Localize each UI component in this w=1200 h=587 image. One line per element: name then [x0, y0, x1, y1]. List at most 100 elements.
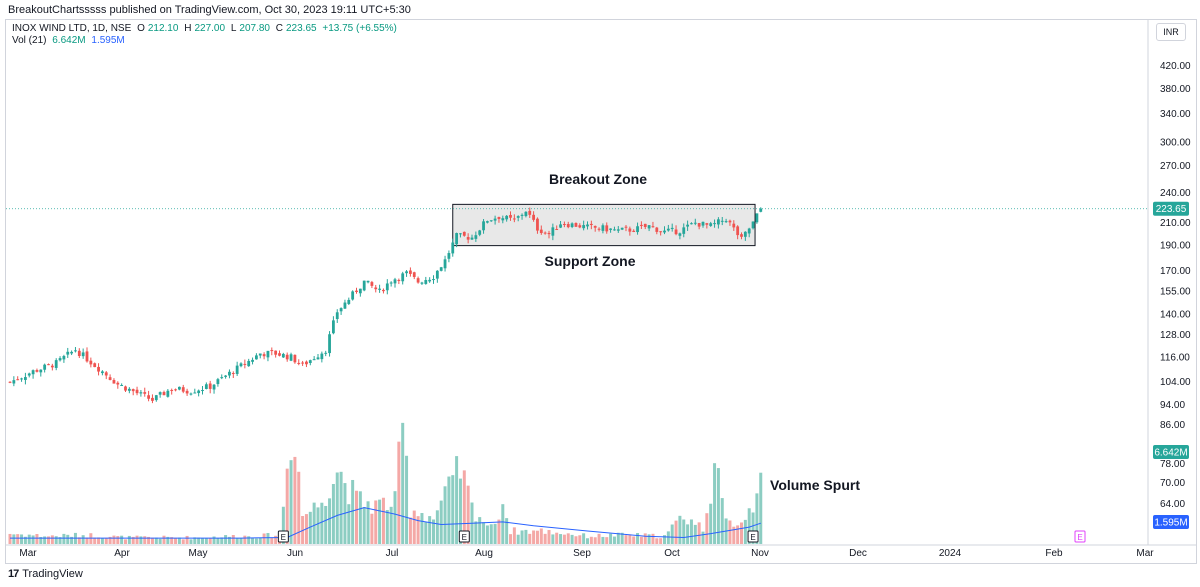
candle-body	[77, 350, 81, 357]
candle-body	[543, 232, 547, 234]
candle-body	[497, 217, 501, 220]
volume-bar	[58, 537, 62, 544]
volume-bar	[628, 534, 632, 544]
earnings-marker-label: E	[462, 533, 467, 542]
volume-bar	[339, 471, 343, 544]
candle-body	[89, 360, 93, 365]
volume-bar	[301, 516, 305, 544]
low-value: 207.80	[239, 23, 270, 34]
y-tick-label: 380.00	[1160, 84, 1191, 95]
candle-body	[412, 272, 416, 277]
candle-body	[616, 229, 620, 231]
candle-body	[405, 271, 408, 274]
volume-bar	[104, 537, 108, 544]
volume-bar	[435, 510, 439, 544]
candle-body	[524, 211, 528, 217]
candle-body	[243, 363, 247, 365]
volume-bar	[759, 472, 763, 544]
volume-bar	[539, 528, 543, 544]
symbol-legend[interactable]: INOX WIND LTD, 1D, NSE O 212.10 H 227.00 L…	[12, 23, 400, 34]
candle-body	[578, 225, 582, 228]
candle-body	[759, 208, 763, 212]
volume-bar	[547, 530, 551, 544]
volume-bar	[497, 519, 501, 544]
candle-body	[439, 267, 443, 271]
candle-body	[678, 233, 682, 236]
footer-brand[interactable]: 17 TradingView	[8, 568, 83, 580]
volume-bar	[208, 538, 212, 544]
candle-body	[659, 231, 663, 233]
y-tick-label: 270.00	[1160, 161, 1191, 172]
volume-bar	[378, 499, 382, 544]
volume-bar	[663, 535, 666, 544]
volume-bar	[493, 523, 497, 544]
volume-bar	[370, 513, 374, 544]
candle-body	[239, 363, 243, 367]
volume-bar	[674, 520, 678, 544]
volume-bar	[139, 536, 143, 544]
volume-bar	[281, 506, 285, 544]
candle-body	[620, 227, 624, 230]
candle-body	[120, 385, 124, 387]
candle-body	[297, 362, 301, 364]
candle-body	[636, 226, 639, 233]
candle-body	[570, 223, 574, 228]
candle-body	[131, 389, 135, 392]
volume-bar	[693, 524, 697, 544]
volume-bar	[701, 531, 705, 544]
candle-body	[189, 393, 193, 395]
volume-bar	[258, 537, 262, 544]
last-volume-badge-text: 6.642M	[1154, 448, 1187, 459]
volume-bar	[620, 532, 624, 544]
candle-body	[308, 360, 312, 364]
volume-bar	[393, 491, 397, 544]
volume-bar	[266, 533, 270, 544]
y-tick-label: 116.00	[1160, 352, 1190, 363]
candle-body	[747, 228, 751, 234]
candle-body	[312, 359, 316, 361]
volume-bar	[312, 502, 316, 544]
candle-body	[409, 270, 412, 274]
volume-bar	[682, 519, 686, 544]
candle-body	[335, 312, 339, 320]
candle-body	[647, 225, 651, 229]
volume-bar	[736, 525, 740, 544]
x-tick-label: Apr	[114, 548, 130, 559]
candle-body	[428, 279, 432, 282]
volume-bar	[732, 526, 736, 544]
volume-bar	[605, 537, 609, 544]
last-volume-badge	[1153, 445, 1189, 459]
candle-body	[112, 380, 116, 384]
volume-bar	[639, 536, 643, 544]
volume-bar	[355, 490, 358, 544]
candle-body	[116, 382, 120, 385]
candle-body	[70, 351, 73, 354]
volume-bar	[755, 493, 759, 544]
volume-bar	[408, 517, 412, 544]
candle-body	[478, 230, 482, 235]
candle-body	[16, 379, 20, 381]
last-price-badge	[1153, 201, 1189, 216]
volume-bar	[201, 537, 204, 544]
candle-body	[235, 365, 239, 374]
volume-bar	[751, 512, 755, 544]
volume-bar	[381, 497, 385, 544]
volume-bar	[713, 463, 717, 544]
candle-body	[582, 225, 586, 229]
volume-legend[interactable]: Vol (21) 6.642M 1.595M	[12, 35, 128, 46]
volume-bar	[251, 537, 255, 544]
candle-body	[143, 392, 147, 394]
candle-body	[682, 227, 686, 234]
volume-bar	[624, 535, 628, 544]
candle-body	[655, 227, 659, 232]
volume-bar	[270, 537, 274, 544]
candle-body	[601, 225, 605, 231]
future-earnings-marker	[1074, 530, 1086, 543]
currency-button[interactable]: INR	[1156, 23, 1186, 41]
volume-bar	[262, 533, 266, 544]
candle-body	[559, 224, 562, 228]
volume-bar	[385, 510, 389, 544]
volume-bar	[666, 531, 670, 544]
candle-body	[293, 354, 297, 363]
